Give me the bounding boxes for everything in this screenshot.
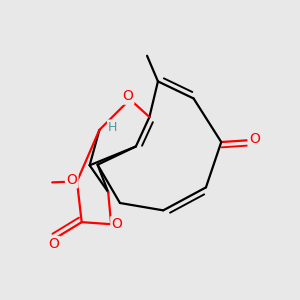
Text: O: O [249, 132, 260, 146]
Text: H: H [108, 121, 117, 134]
Text: O: O [122, 89, 133, 103]
Text: O: O [66, 173, 77, 187]
Text: O: O [112, 217, 122, 231]
Text: O: O [48, 237, 59, 251]
